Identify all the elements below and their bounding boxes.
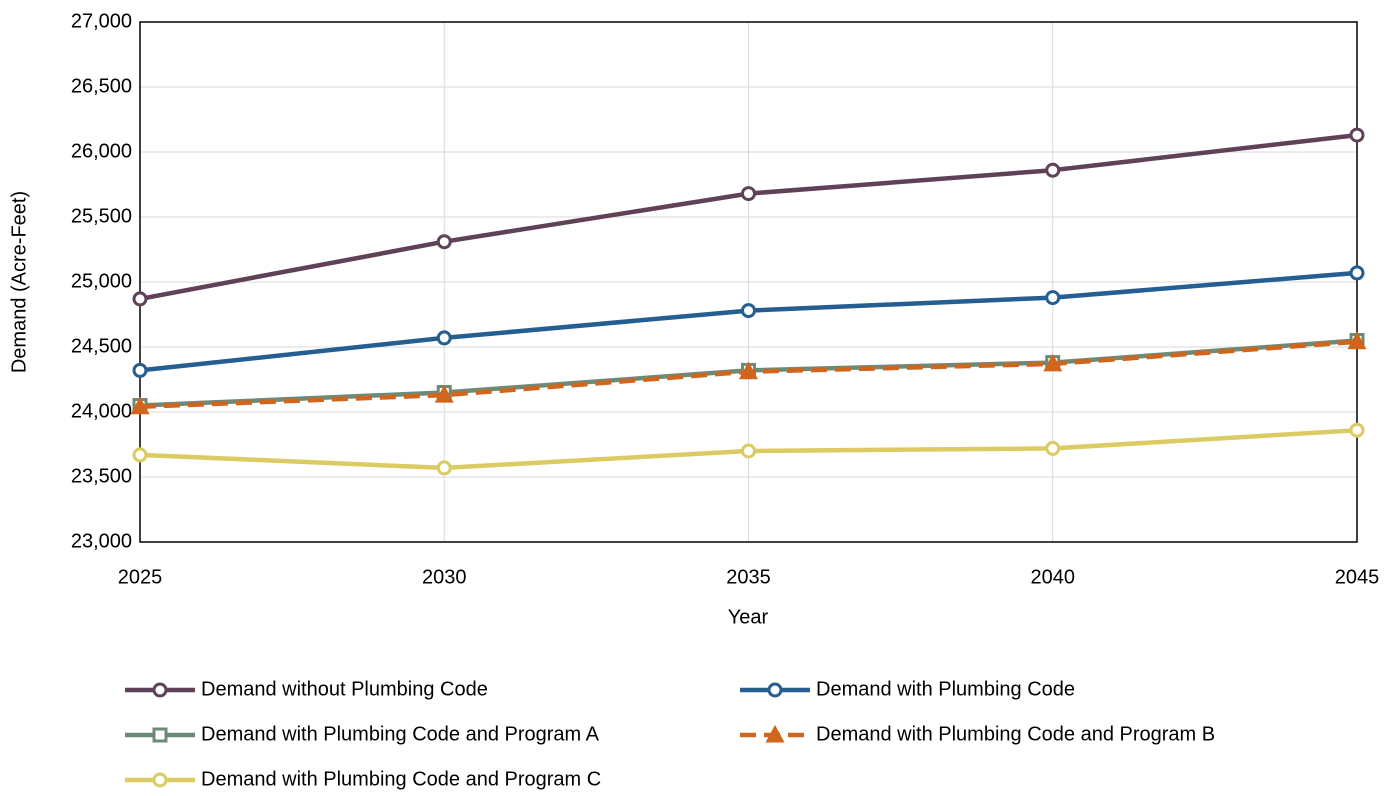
data-point bbox=[436, 330, 452, 346]
data-point bbox=[1349, 127, 1365, 143]
data-point bbox=[1045, 440, 1061, 456]
plot-frame bbox=[139, 21, 1358, 543]
legend-marker bbox=[152, 682, 168, 698]
data-point bbox=[1045, 162, 1061, 178]
x-axis-label: Year bbox=[728, 606, 769, 628]
y-tick-label: 23,000 bbox=[71, 530, 132, 552]
y-tick-label: 24,500 bbox=[71, 335, 132, 357]
x-tick-label: 2045 bbox=[1335, 566, 1380, 588]
y-tick-label: 27,000 bbox=[71, 10, 132, 32]
legend-marker bbox=[152, 772, 168, 788]
x-tick-label: 2035 bbox=[726, 566, 771, 588]
data-point bbox=[434, 384, 454, 403]
x-tick-label: 2025 bbox=[118, 566, 163, 588]
x-tick-label: 2040 bbox=[1031, 566, 1076, 588]
y-tick-label: 26,000 bbox=[71, 140, 132, 162]
legend-marker bbox=[152, 727, 168, 743]
data-point bbox=[1045, 290, 1061, 306]
y-tick-label: 23,500 bbox=[71, 465, 132, 487]
data-point bbox=[132, 291, 148, 307]
data-point bbox=[130, 396, 150, 415]
data-point bbox=[436, 234, 452, 250]
data-point bbox=[1043, 353, 1063, 372]
y-tick-label: 25,000 bbox=[71, 270, 132, 292]
legend-label: Demand without Plumbing Code bbox=[201, 678, 488, 700]
y-axis-label: Demand (Acre-Feet) bbox=[8, 191, 30, 373]
data-point bbox=[436, 460, 452, 476]
legend-label: Demand with Plumbing Code bbox=[816, 678, 1075, 700]
data-point bbox=[741, 186, 756, 202]
data-point bbox=[1349, 265, 1365, 281]
data-point bbox=[1347, 331, 1367, 350]
legend-label: Demand with Plumbing Code and Program B bbox=[816, 723, 1215, 745]
data-point bbox=[1349, 422, 1365, 438]
legend-label: Demand with Plumbing Code and Program A bbox=[201, 723, 600, 745]
data-point bbox=[132, 362, 148, 378]
y-tick-label: 24,000 bbox=[71, 400, 132, 422]
data-point bbox=[132, 447, 148, 463]
legend-label: Demand with Plumbing Code and Program C bbox=[201, 768, 601, 790]
x-tick-label: 2030 bbox=[422, 566, 467, 588]
legend-marker bbox=[767, 682, 783, 698]
y-tick-label: 25,500 bbox=[71, 205, 132, 227]
y-tick-label: 26,500 bbox=[71, 75, 132, 97]
data-point bbox=[738, 361, 759, 380]
data-point bbox=[741, 303, 756, 319]
legend-marker bbox=[765, 724, 785, 743]
data-point bbox=[741, 443, 756, 459]
